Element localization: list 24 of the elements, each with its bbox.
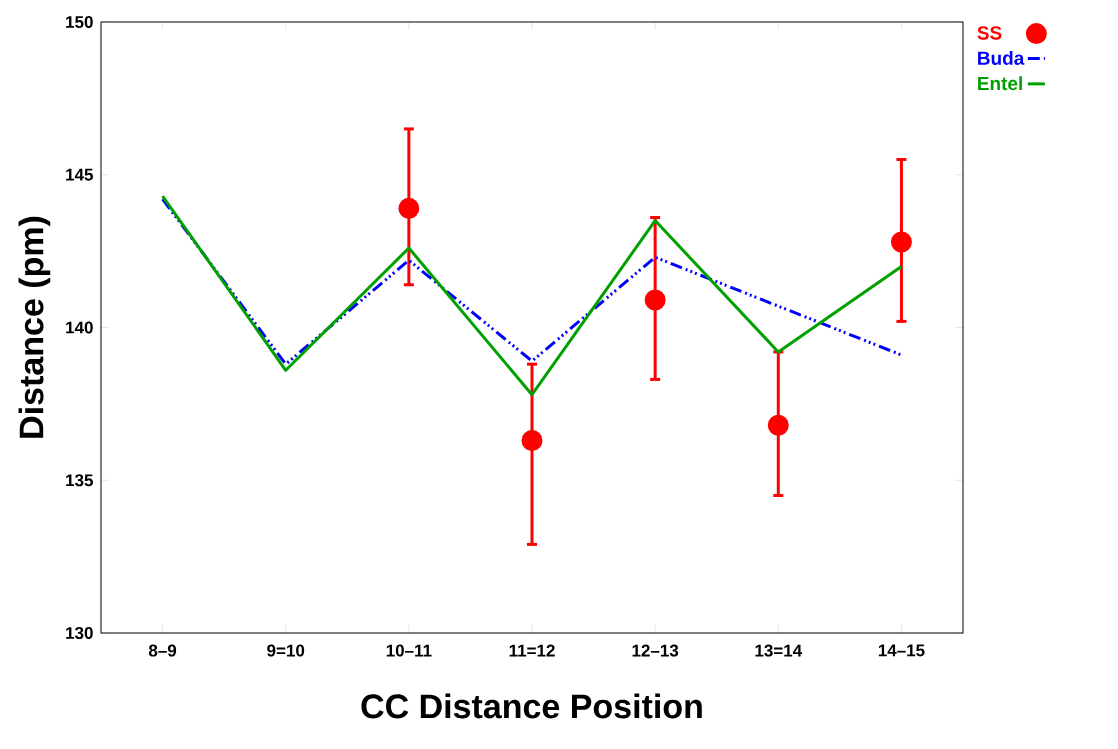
point (767, 414, 789, 436)
x-tick-label: 8–9 (148, 644, 177, 657)
line-series (161, 194, 903, 397)
x-tick-label: 9=10 (267, 644, 305, 657)
x-tick-label: 14–15 (878, 644, 925, 657)
y-tick-label: 130 (66, 626, 93, 640)
line-series (161, 197, 903, 366)
x-tick-label: 13=14 (755, 644, 803, 657)
x-axis-title: CC Distance Position (361, 693, 702, 719)
x-tick-label: 10–11 (386, 644, 432, 657)
point (398, 197, 420, 219)
y-tick-label: 145 (66, 168, 93, 181)
legend-label: Buda (978, 50, 1025, 65)
y-tick-label: 135 (66, 474, 93, 487)
x-tick-label: 11=12 (509, 644, 555, 657)
legend-label: Entel (978, 76, 1022, 91)
legend-label: SS (977, 26, 1002, 40)
point (644, 289, 666, 311)
point (521, 430, 543, 452)
y-tick-label: 150 (66, 15, 93, 29)
point (890, 231, 912, 253)
y-axis-title: Distance (pm) (18, 216, 51, 438)
x-tick-label: 12–13 (632, 644, 679, 657)
y-tick-label: 140 (66, 321, 93, 334)
